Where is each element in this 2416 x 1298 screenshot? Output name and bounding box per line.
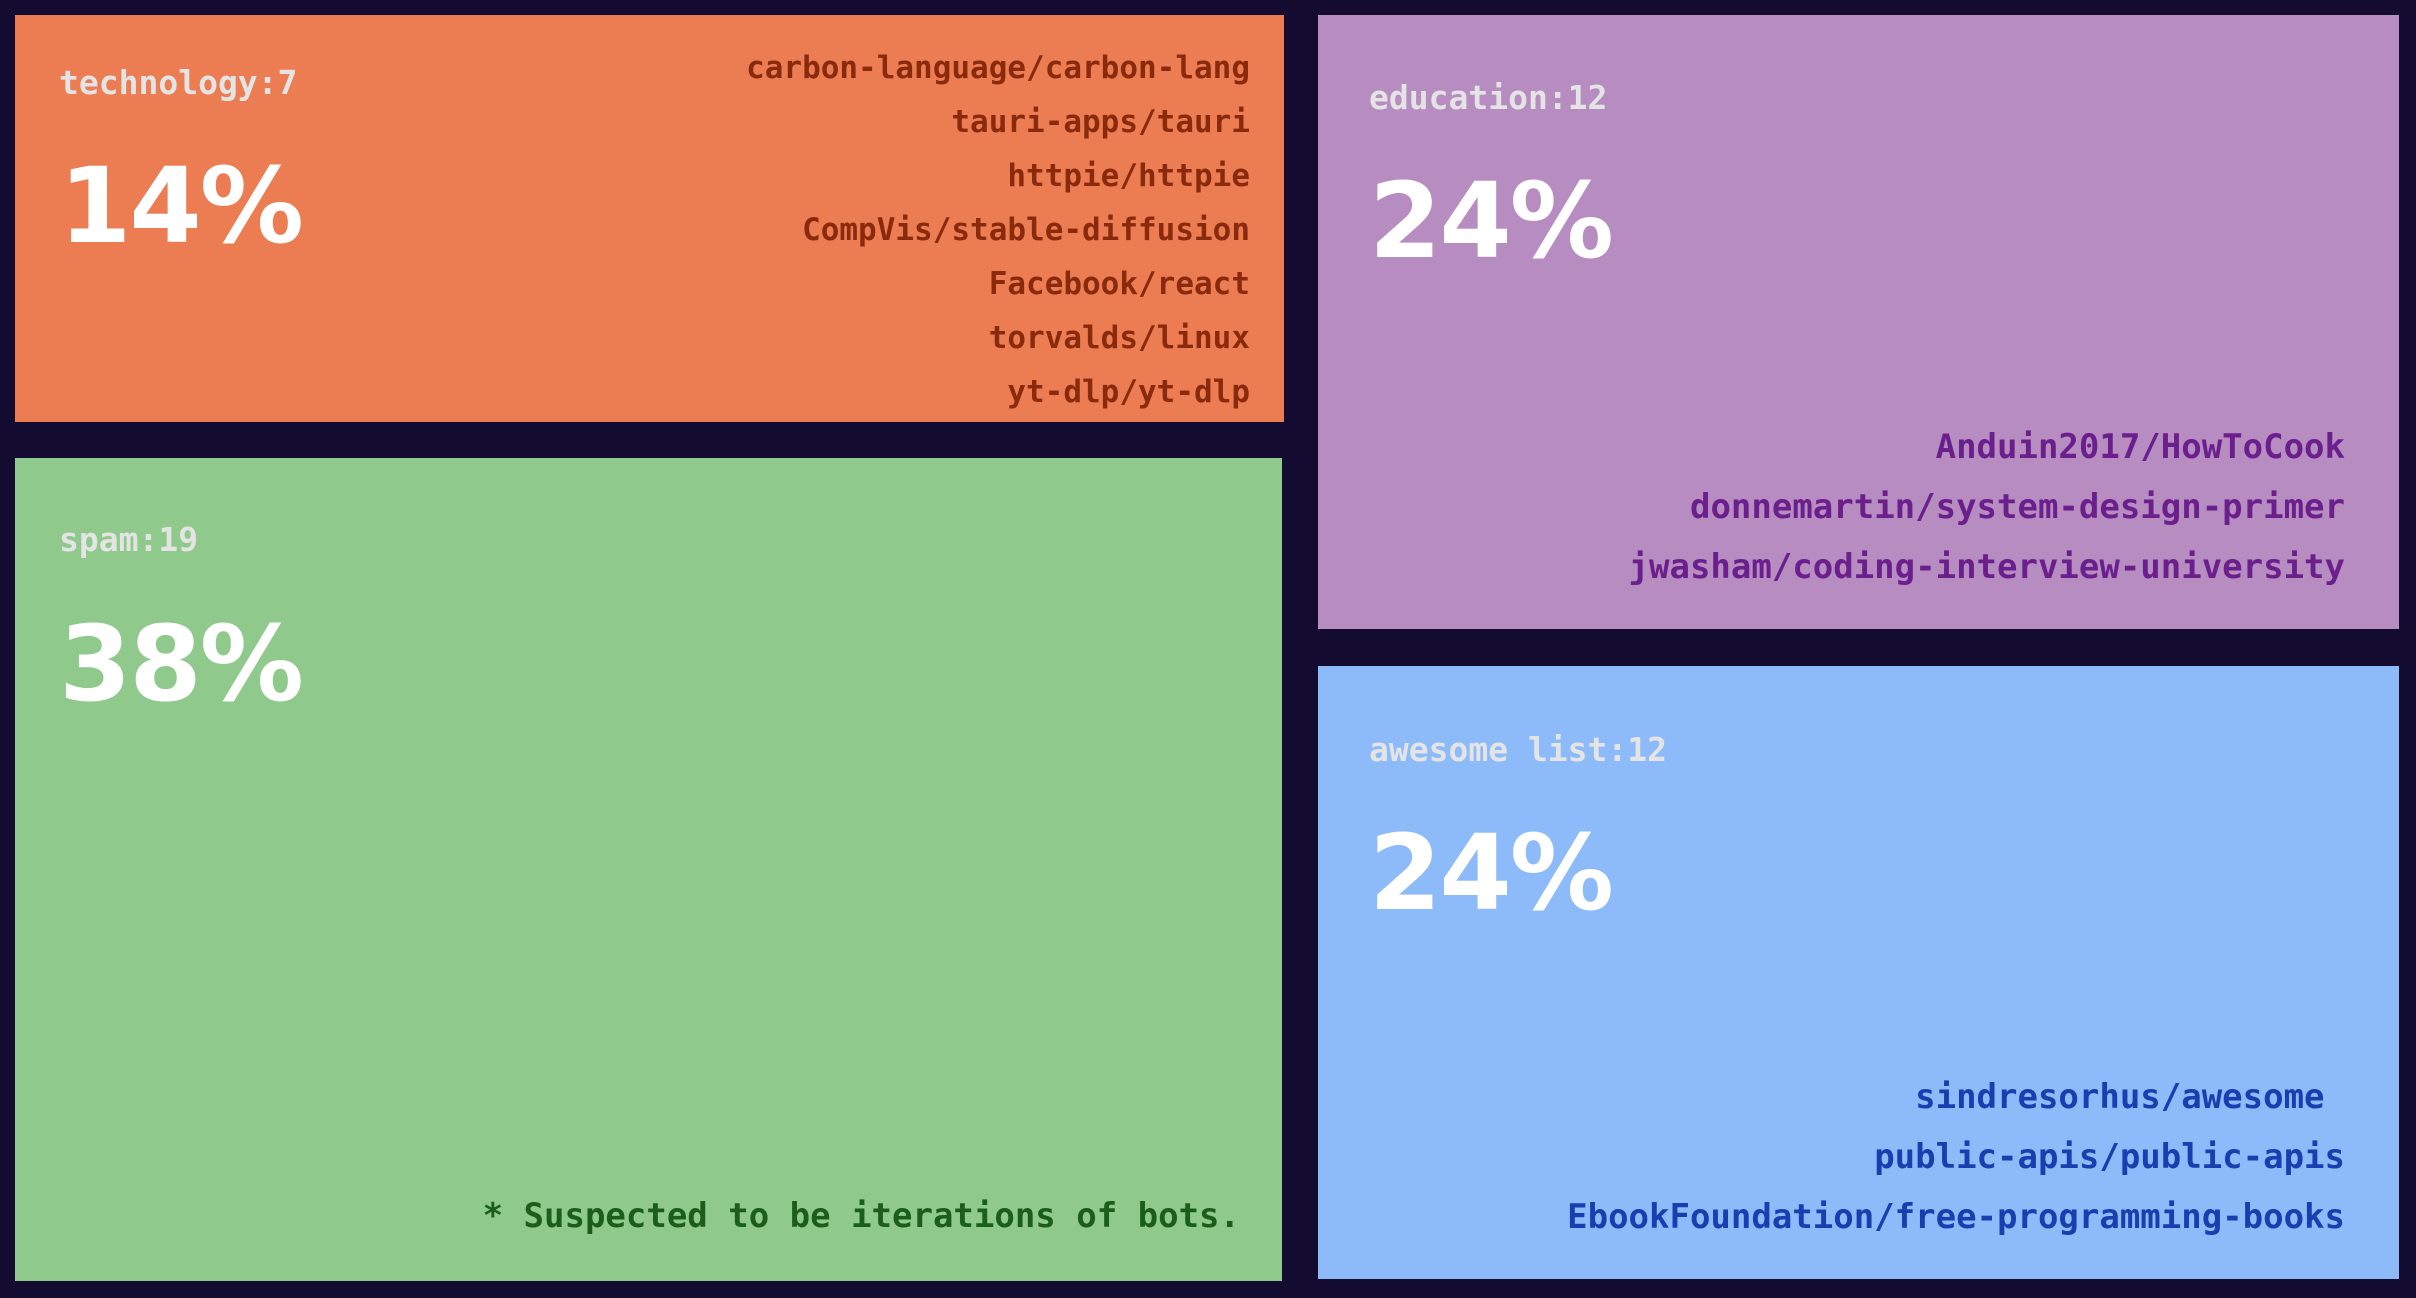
cell-percent: 14% xyxy=(59,145,304,267)
cell-percent: 38% xyxy=(59,603,304,725)
cell-label: technology:7 xyxy=(59,63,298,102)
cell-awesome-list: awesome list:12 24% sindresorhus/awesome… xyxy=(1318,666,2399,1279)
cell-education: education:12 24% Anduin2017/HowToCook do… xyxy=(1318,15,2399,629)
footnote: * Suspected to be iterations of bots. xyxy=(482,1196,1240,1236)
repo-item: donnemartin/system-design-primer xyxy=(1689,487,2345,527)
cell-percent: 24% xyxy=(1369,812,1614,934)
repo-list: Anduin2017/HowToCook donnemartin/system-… xyxy=(1629,417,2345,597)
repo-item: yt-dlp/yt-dlp xyxy=(1007,374,1250,410)
repo-list: carbon-language/carbon-lang tauri-apps/t… xyxy=(746,41,1250,419)
repo-item: jwasham/coding-interview-university xyxy=(1628,547,2345,587)
repo-item: Anduin2017/HowToCook xyxy=(1935,427,2345,467)
repo-item: sindresorhus/awesome xyxy=(1915,1077,2345,1117)
repo-item: torvalds/linux xyxy=(988,320,1250,356)
repo-item: httpie/httpie xyxy=(1007,158,1250,194)
cell-label: awesome list:12 xyxy=(1369,730,1668,769)
repo-item: carbon-language/carbon-lang xyxy=(746,50,1250,86)
repo-item: public-apis/public-apis xyxy=(1874,1137,2345,1177)
repo-item: CompVis/stable-diffusion xyxy=(802,212,1250,248)
cell-label: spam:19 xyxy=(59,520,199,559)
repo-item: Facebook/react xyxy=(988,266,1250,302)
repo-list: sindresorhus/awesome public-apis/public-… xyxy=(1567,1067,2345,1247)
repo-item: tauri-apps/tauri xyxy=(951,104,1250,140)
cell-percent: 24% xyxy=(1369,160,1614,282)
repo-item: EbookFoundation/free-programming-books xyxy=(1567,1197,2345,1237)
cell-label: education:12 xyxy=(1369,78,1608,117)
cell-technology: technology:7 14% carbon-language/carbon-… xyxy=(15,15,1284,422)
cell-spam: spam:19 38% * Suspected to be iterations… xyxy=(15,458,1282,1281)
